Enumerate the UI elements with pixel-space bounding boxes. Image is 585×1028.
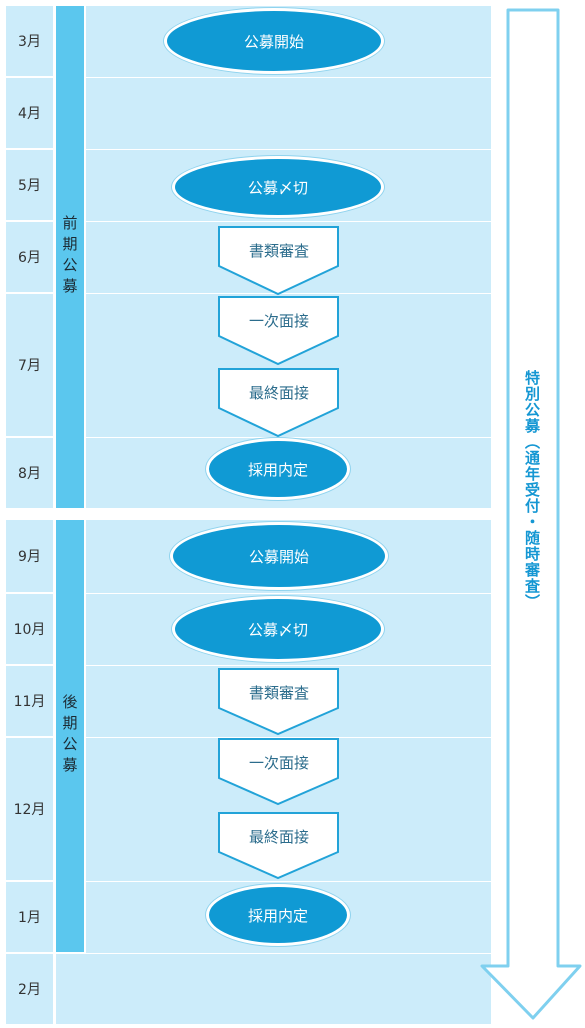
row-divider	[86, 953, 491, 954]
row-divider	[86, 221, 491, 222]
offer-ellipse-second: 採用内定	[206, 884, 350, 946]
feb-phase-cell	[56, 954, 86, 1024]
final-interview-step-first: 最終面接	[218, 368, 340, 438]
month-cell-jan: 1月	[6, 882, 53, 952]
screening-step-second: 書類審査	[218, 668, 340, 736]
screening-step-first: 書類審査	[218, 226, 340, 296]
interview1-step-first: 一次面接	[218, 296, 340, 366]
special-recruitment-arrow	[480, 8, 582, 1020]
row-divider	[86, 593, 491, 594]
final-interview-step-second: 最終面接	[218, 812, 340, 880]
row-divider	[86, 293, 491, 294]
month-cell-oct: 10月	[6, 594, 53, 664]
close-ellipse-second: 公募〆切	[172, 596, 384, 662]
row-divider	[86, 737, 491, 738]
month-cell-dec: 12月	[6, 738, 53, 880]
offer-ellipse-first: 採用内定	[206, 438, 350, 500]
month-cell-nov: 11月	[6, 666, 53, 736]
open-ellipse-second: 公募開始	[170, 522, 388, 590]
first-phase-label: 前期公募	[60, 215, 79, 299]
month-cell-sep: 9月	[6, 520, 53, 592]
open-ellipse-first: 公募開始	[164, 8, 384, 74]
month-cell-apr: 4月	[6, 78, 53, 148]
row-divider	[86, 77, 491, 78]
close-ellipse-first: 公募〆切	[172, 156, 384, 218]
row-divider	[86, 665, 491, 666]
special-recruitment-label: 特別公募（通年受付・随時審査）	[523, 370, 541, 610]
month-cell-may: 5月	[6, 150, 53, 220]
row-divider	[86, 881, 491, 882]
row-divider	[86, 149, 491, 150]
month-cell-mar: 3月	[6, 6, 53, 76]
interview1-step-second: 一次面接	[218, 738, 340, 806]
first-phase-bar: 前期公募	[56, 6, 84, 508]
month-cell-jun: 6月	[6, 222, 53, 292]
second-phase-bar: 後期公募	[56, 520, 84, 952]
month-cell-feb: 2月	[6, 954, 53, 1024]
second-phase-label: 後期公募	[60, 694, 79, 778]
month-cell-jul: 7月	[6, 294, 53, 436]
month-cell-aug: 8月	[6, 438, 53, 508]
